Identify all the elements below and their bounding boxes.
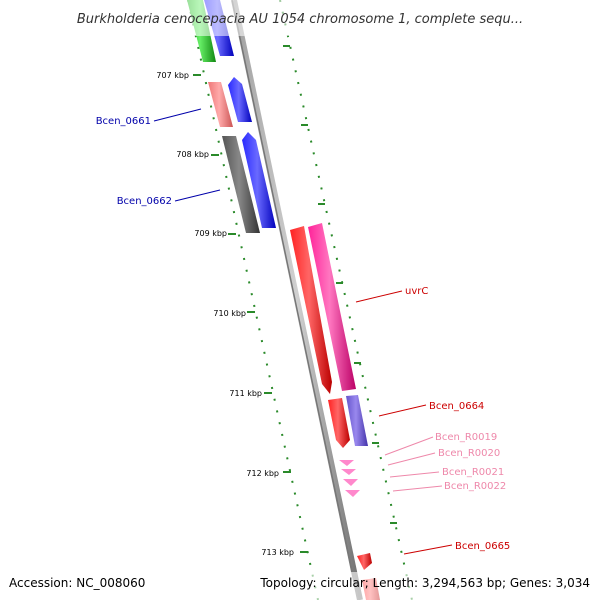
gene-uvrc[interactable] bbox=[308, 223, 356, 391]
gene-red-uvrc-lead[interactable] bbox=[290, 226, 332, 394]
kbp-ticks bbox=[193, 74, 308, 553]
kbp-ticks-right bbox=[283, 45, 397, 524]
rna-bcen-r0021[interactable] bbox=[343, 479, 358, 486]
gene-label-bcen-0665[interactable]: Bcen_0665 bbox=[455, 541, 510, 552]
gene-bcen-0665[interactable] bbox=[357, 553, 372, 570]
kbp-label: 712 kbp bbox=[246, 469, 279, 478]
gene-blue-708[interactable] bbox=[242, 132, 276, 228]
gene-label-uvrc[interactable]: uvrC bbox=[405, 286, 428, 297]
kbp-label: 711 kbp bbox=[229, 389, 262, 398]
kbp-label: 709 kbp bbox=[194, 229, 227, 238]
chromosome-backbone bbox=[231, 0, 363, 600]
rna-bcen-r0022[interactable] bbox=[345, 490, 360, 497]
map-title: Burkholderia cenocepacia AU 1054 chromos… bbox=[77, 12, 523, 27]
gene-label-bcen-r0021[interactable]: Bcen_R0021 bbox=[442, 467, 504, 478]
label-leaders bbox=[153, 108, 453, 555]
gene-label-bcen-r0019[interactable]: Bcen_R0019 bbox=[435, 432, 497, 443]
gene-label-bcen-0661[interactable]: Bcen_0661 bbox=[96, 116, 151, 127]
kbp-label: 707 kbp bbox=[156, 71, 189, 80]
kbp-label: 713 kbp bbox=[261, 548, 294, 557]
gene-pink[interactable] bbox=[208, 82, 233, 127]
gene-bcen-0664[interactable] bbox=[328, 398, 350, 448]
kbp-label: 710 kbp bbox=[213, 309, 246, 318]
gene-bcen-0662[interactable] bbox=[222, 136, 260, 233]
gene-label-bcen-r0020[interactable]: Bcen_R0020 bbox=[438, 448, 500, 459]
gene-label-bcen-0662[interactable]: Bcen_0662 bbox=[117, 196, 172, 207]
kbp-label: 708 kbp bbox=[176, 150, 209, 159]
rna-bcen-r0019[interactable] bbox=[339, 460, 354, 466]
gene-label-bcen-0664[interactable]: Bcen_0664 bbox=[429, 401, 484, 412]
summary-text: Topology: circular; Length: 3,294,563 bp… bbox=[259, 576, 590, 590]
rna-bcen-r0020[interactable] bbox=[341, 469, 356, 475]
gene-label-bcen-r0022[interactable]: Bcen_R0022 bbox=[444, 481, 506, 492]
gene-bcen-0661[interactable] bbox=[228, 77, 252, 122]
gene-purple[interactable] bbox=[346, 395, 368, 446]
accession-text: Accession: NC_008060 bbox=[9, 576, 145, 590]
